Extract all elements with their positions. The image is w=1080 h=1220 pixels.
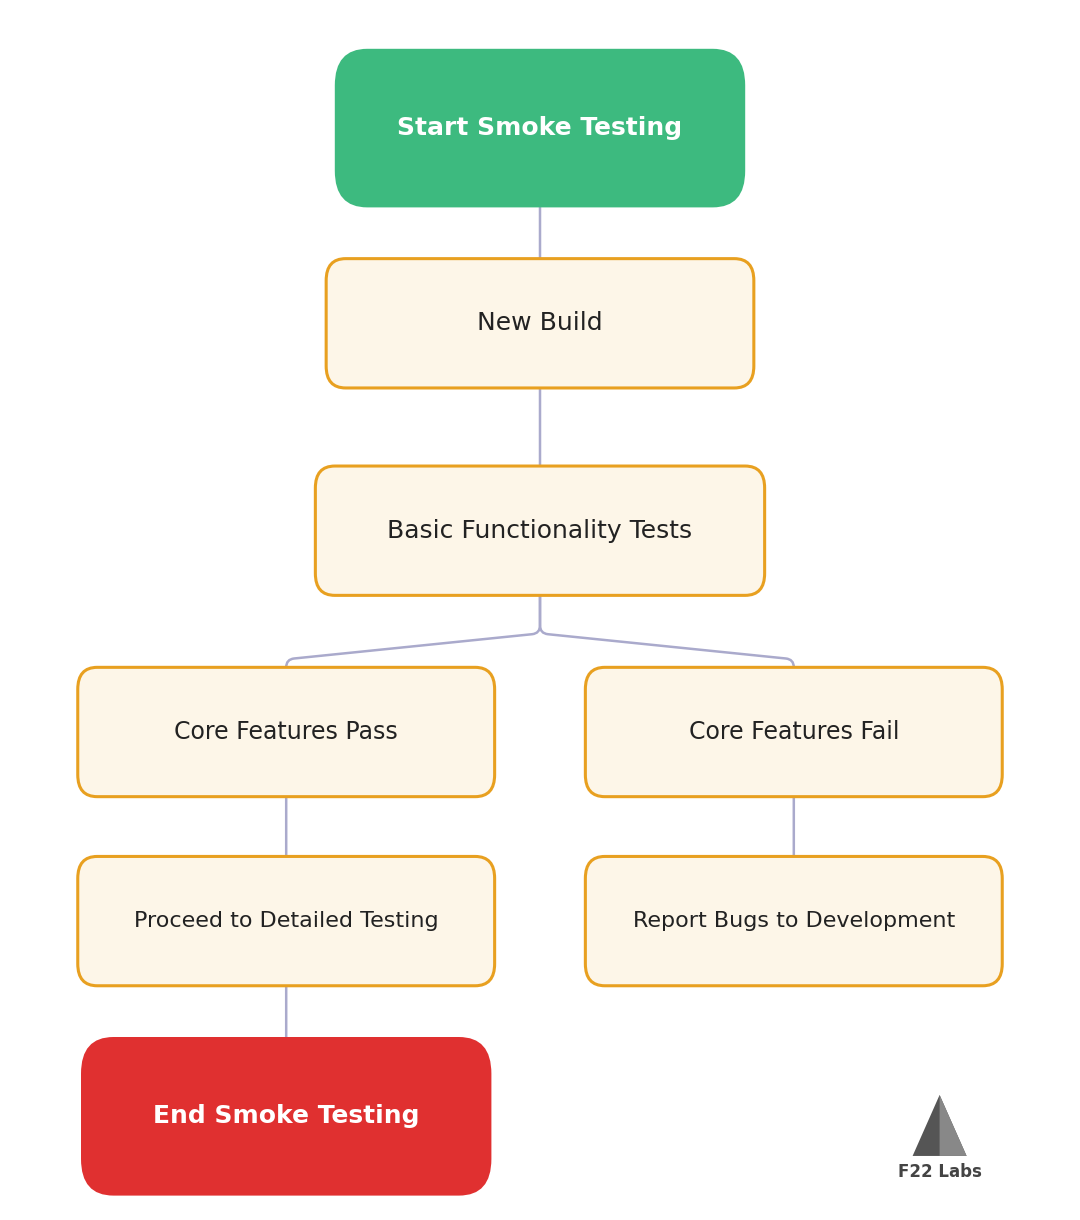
Text: Report Bugs to Development: Report Bugs to Development	[633, 911, 955, 931]
FancyBboxPatch shape	[585, 856, 1002, 986]
FancyBboxPatch shape	[585, 667, 1002, 797]
FancyBboxPatch shape	[78, 856, 495, 986]
Text: Start Smoke Testing: Start Smoke Testing	[397, 116, 683, 140]
FancyBboxPatch shape	[315, 466, 765, 595]
Text: New Build: New Build	[477, 311, 603, 336]
Polygon shape	[940, 1096, 967, 1157]
Text: Proceed to Detailed Testing: Proceed to Detailed Testing	[134, 911, 438, 931]
FancyBboxPatch shape	[78, 667, 495, 797]
Text: F22 Labs: F22 Labs	[897, 1163, 982, 1181]
FancyBboxPatch shape	[81, 1037, 491, 1196]
Text: Core Features Pass: Core Features Pass	[174, 720, 399, 744]
FancyBboxPatch shape	[335, 49, 745, 207]
FancyBboxPatch shape	[326, 259, 754, 388]
Polygon shape	[913, 1096, 967, 1157]
Text: Core Features Fail: Core Features Fail	[689, 720, 899, 744]
Text: Basic Functionality Tests: Basic Functionality Tests	[388, 518, 692, 543]
Text: End Smoke Testing: End Smoke Testing	[153, 1104, 419, 1129]
